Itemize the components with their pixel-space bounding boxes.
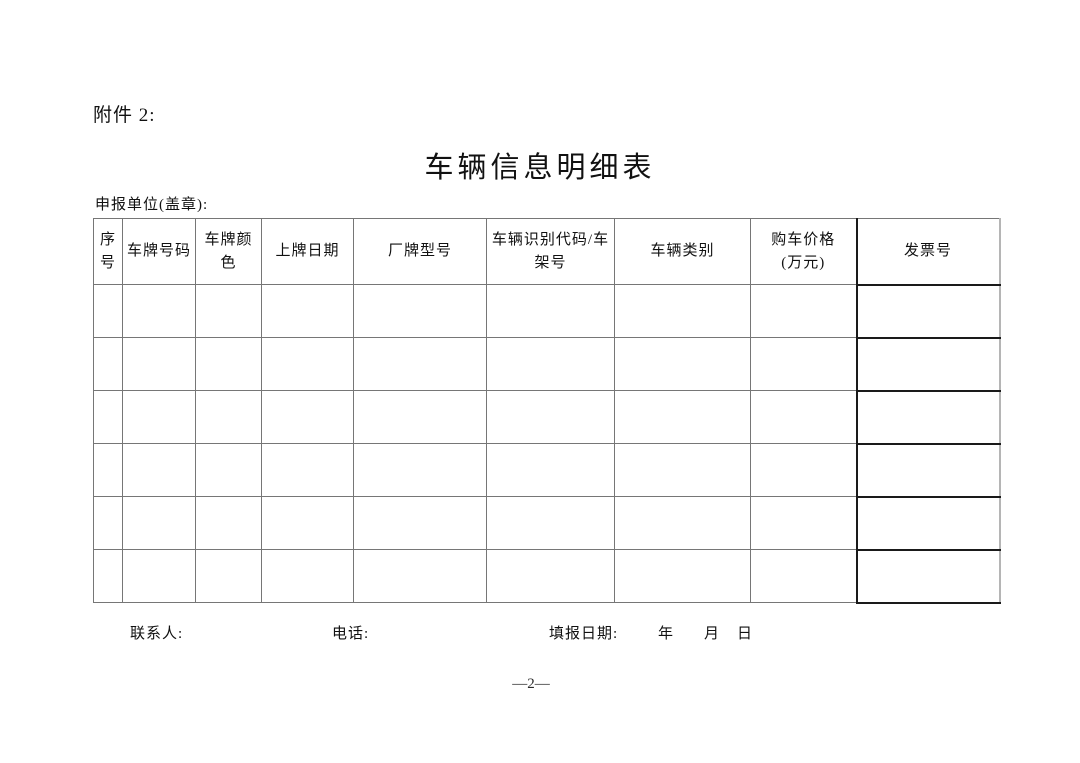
header-cell-vehicle-category: 车辆类别 — [614, 218, 751, 285]
table-row — [93, 390, 1001, 445]
table-cell — [261, 496, 354, 550]
header-label: 车辆识别代码/车 架号 — [491, 232, 610, 271]
table-cell — [195, 390, 262, 444]
month-label: 月 — [704, 626, 721, 642]
table-cell — [93, 337, 123, 391]
table-cell — [261, 284, 354, 338]
table-cell — [353, 443, 487, 497]
table-cell — [93, 443, 123, 497]
table-cell — [614, 337, 751, 391]
table-cell — [614, 390, 751, 444]
table-cell — [614, 284, 751, 338]
table-cell — [486, 284, 615, 338]
table-cell — [93, 390, 123, 444]
vehicle-info-table: 序 号 车牌号码 车牌颜色 上牌日期 厂牌型号 车辆识别代码/车 架号 车辆类别… — [93, 218, 1001, 604]
table-row — [93, 496, 1001, 551]
table-header-row: 序 号 车牌号码 车牌颜色 上牌日期 厂牌型号 车辆识别代码/车 架号 车辆类别… — [93, 218, 1001, 286]
header-cell-vin: 车辆识别代码/车 架号 — [486, 218, 615, 285]
header-cell-brand-model: 厂牌型号 — [353, 218, 487, 285]
table-cell — [93, 549, 123, 603]
year-label: 年 — [658, 626, 675, 642]
table-cell — [353, 549, 487, 603]
table-cell — [261, 390, 354, 444]
table-cell — [486, 390, 615, 444]
header-label: 购车价格 (万元) — [771, 232, 836, 271]
table-cell — [122, 390, 196, 444]
phone-label: 电话: — [332, 626, 370, 642]
table-cell — [750, 284, 857, 338]
table-cell — [486, 443, 615, 497]
table-row — [93, 443, 1001, 498]
header-cell-purchase-price: 购车价格 (万元) — [750, 218, 857, 285]
table-cell — [195, 284, 262, 338]
table-cell — [195, 337, 262, 391]
table-cell — [93, 496, 123, 550]
table-cell — [261, 443, 354, 497]
table-cell — [855, 496, 1001, 551]
page-title: 车辆信息明细表 — [424, 152, 656, 184]
table-cell — [353, 496, 487, 550]
table-cell — [353, 284, 487, 338]
header-label: 上牌日期 — [275, 243, 340, 260]
table-cell — [122, 549, 196, 603]
header-label: 车牌号码 — [126, 243, 191, 260]
page-number: —2— — [512, 676, 550, 692]
table-cell — [122, 337, 196, 391]
header-cell-registration-date: 上牌日期 — [261, 218, 354, 285]
header-cell-index: 序 号 — [93, 218, 123, 285]
header-cell-invoice-number: 发票号 — [855, 218, 1001, 286]
table-cell — [855, 443, 1001, 498]
header-cell-plate-number: 车牌号码 — [122, 218, 196, 285]
table-cell — [353, 337, 487, 391]
table-cell — [195, 443, 262, 497]
header-label: 车牌颜色 — [204, 232, 253, 271]
header-label: 车辆类别 — [650, 243, 715, 260]
day-label: 日 — [737, 626, 754, 642]
table-cell — [855, 337, 1001, 392]
table-row — [93, 284, 1001, 339]
fill-date-label: 填报日期: — [549, 626, 619, 642]
table-cell — [750, 390, 857, 444]
table-cell — [486, 549, 615, 603]
table-cell — [122, 284, 196, 338]
table-cell — [750, 549, 857, 603]
table-cell — [93, 284, 123, 338]
header-label: 序 号 — [99, 232, 116, 271]
table-cell — [750, 337, 857, 391]
contact-person-label: 联系人: — [130, 626, 184, 642]
table-cell — [750, 443, 857, 497]
table-cell — [614, 496, 751, 550]
table-row — [93, 549, 1001, 604]
table-cell — [122, 496, 196, 550]
table-cell — [353, 390, 487, 444]
table-cell — [486, 496, 615, 550]
header-label: 发票号 — [903, 243, 952, 259]
table-cell — [261, 337, 354, 391]
table-cell — [614, 549, 751, 603]
header-cell-plate-color: 车牌颜色 — [195, 218, 262, 285]
table-cell — [195, 496, 262, 550]
table-cell — [122, 443, 196, 497]
table-row — [93, 337, 1001, 392]
table-cell — [855, 390, 1001, 445]
table-cell — [855, 284, 1001, 339]
header-label: 厂牌型号 — [387, 243, 452, 260]
declare-unit-label: 申报单位(盖章): — [95, 197, 209, 213]
table-cell — [855, 549, 1001, 604]
attachment-label: 附件 2: — [93, 105, 156, 126]
table-cell — [614, 443, 751, 497]
table-cell — [486, 337, 615, 391]
table-cell — [261, 549, 354, 603]
table-cell — [195, 549, 262, 603]
table-cell — [750, 496, 857, 550]
